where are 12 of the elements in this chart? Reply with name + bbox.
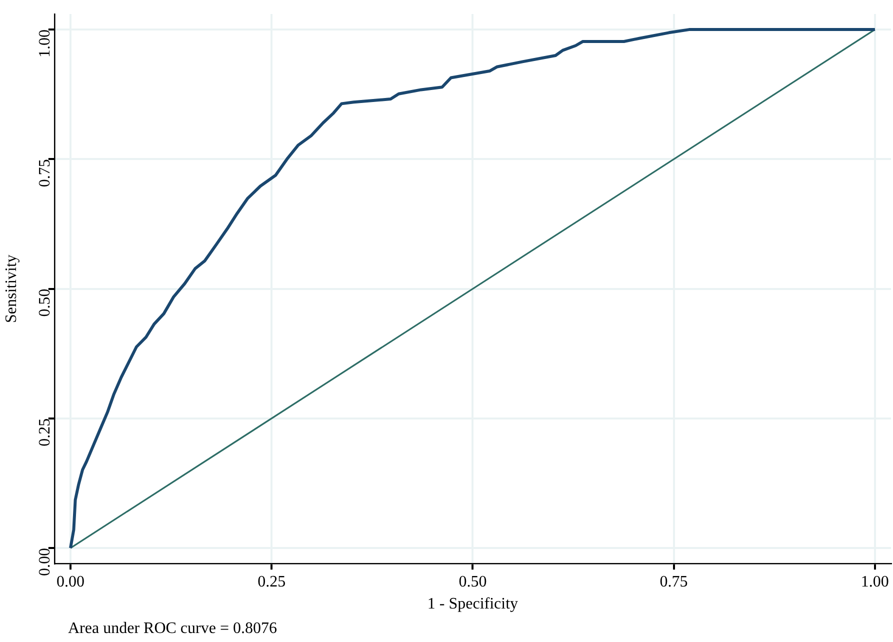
x-tick-label: 0.00 [56,573,84,590]
text: Area under ROC curve = 0.8076 [68,620,277,638]
y-tick-label: 0.25 [36,418,54,446]
y-tick-label: 0.50 [36,288,54,317]
x-tick-label: 0.75 [660,573,688,590]
x-tick-label: 0.50 [458,573,487,590]
y-tick-label: 1.00 [36,30,54,58]
x-tick-label: 0.25 [258,573,286,590]
y-axis-title: Sensitivity [2,254,20,324]
y-tick-label: 0.75 [36,159,54,188]
x-tick-label: 1.00 [860,573,889,590]
x-axis-title: 1 - Specificity [427,596,518,613]
